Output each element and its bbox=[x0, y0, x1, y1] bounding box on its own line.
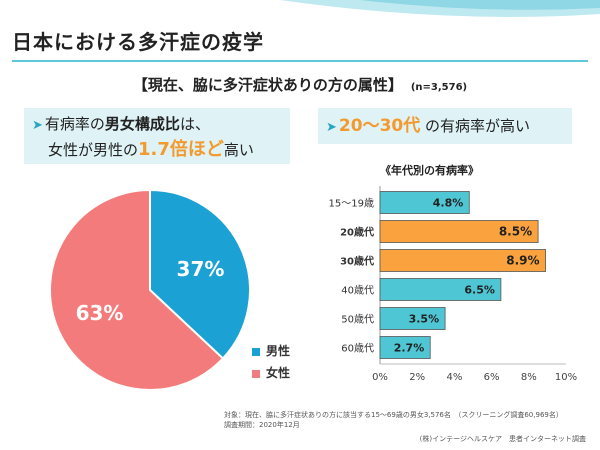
callout-right-highlight: 20～30代 bbox=[338, 116, 421, 136]
callout-left-highlight: 1.7倍ほど bbox=[138, 139, 224, 160]
legend-item-female: 女性 bbox=[252, 362, 290, 384]
age-bar-chart: 4.8% 15～19歳 8.5% 20歳代 8.9% 30歳代 6.5% 40歳代 3.5% 50… bbox=[329, 186, 577, 383]
legend-label-female: 女性 bbox=[266, 366, 291, 380]
bar-value-label-2: 8.9% bbox=[506, 254, 539, 268]
chart-subtitle: 【現在、脇に多汗症状ありの方の属性】 (n=3,576) bbox=[0, 74, 600, 95]
x-tick-label-2: 4% bbox=[446, 372, 462, 383]
age-callout: ➤ 20～30代 の有病率が高い bbox=[318, 108, 572, 144]
bar-value-label-4: 3.5% bbox=[409, 313, 440, 326]
bar-value-label-0: 4.8% bbox=[433, 197, 464, 210]
legend-swatch-female bbox=[252, 369, 260, 378]
callout-left-line1-pre: 有病率の bbox=[44, 115, 105, 133]
callout-left-line1-post: は、 bbox=[179, 115, 210, 133]
bar-category-label-4: 50歳代 bbox=[341, 314, 374, 326]
pie-slice-female bbox=[49, 188, 225, 391]
bar-value-label-5: 2.7% bbox=[394, 342, 425, 355]
bar-4 bbox=[379, 307, 446, 330]
arrow-right-icon: ➤ bbox=[326, 120, 337, 135]
gender-callout: ➤ 有病率の男女構成比は、 女性が男性の1.7倍ほど高い bbox=[24, 108, 290, 164]
bar-1 bbox=[379, 220, 539, 243]
footnote-line2: 調査期間：2020年12月 bbox=[224, 421, 300, 429]
bar-category-label-0: 15～19歳 bbox=[329, 198, 374, 210]
bar-category-label-5: 60歳代 bbox=[341, 343, 374, 355]
callout-right-post: の有病率が高い bbox=[420, 117, 531, 135]
x-tick-label-5: 10% bbox=[555, 372, 577, 383]
legend-item-male: 男性 bbox=[252, 340, 290, 362]
x-tick-label-3: 6% bbox=[484, 372, 500, 383]
bar-chart-title: 《年代別の有病率》 bbox=[380, 164, 479, 177]
header-decoration bbox=[280, 0, 600, 17]
subtitle-text: 【現在、脇に多汗症状ありの方の属性】 bbox=[132, 76, 403, 94]
callout-left-line2-pre: 女性が男性の bbox=[48, 141, 139, 159]
callout-left-line2-post: 高い bbox=[223, 141, 254, 159]
x-tick-label-4: 8% bbox=[521, 372, 537, 383]
x-tick-label-1: 2% bbox=[409, 372, 425, 383]
legend-swatch-male bbox=[252, 347, 260, 356]
pie-slice-male bbox=[149, 188, 251, 360]
arrow-right-icon: ➤ bbox=[32, 118, 43, 133]
bar-category-label-1: 20歳代 bbox=[340, 226, 374, 239]
title-divider bbox=[12, 60, 588, 62]
bar-category-label-2: 30歳代 bbox=[340, 255, 374, 268]
pie-legend: 男性 女性 bbox=[252, 340, 290, 384]
bar-0 bbox=[379, 191, 470, 214]
callout-left-line1-bold: 男女構成比 bbox=[104, 115, 180, 133]
footnote-line1: 対象：現在、脇に多汗症状ありの方に該当する15～69歳の男女3,576名 （スク… bbox=[224, 411, 563, 419]
pie-label-female: 63% bbox=[76, 301, 124, 325]
bar-category-label-3: 40歳代 bbox=[341, 285, 374, 297]
bar-value-label-1: 8.5% bbox=[499, 225, 532, 239]
pie-label-male: 37% bbox=[177, 257, 225, 281]
sample-size: (n=3,576) bbox=[410, 82, 468, 93]
bar-value-label-3: 6.5% bbox=[464, 284, 495, 297]
gender-pie-chart: 37% 63% bbox=[49, 188, 251, 391]
bar-3 bbox=[379, 278, 502, 301]
footnote: 対象：現在、脇に多汗症状ありの方に該当する15～69歳の男女3,576名 （スク… bbox=[224, 410, 563, 430]
bar-2 bbox=[379, 249, 546, 272]
x-tick-label-0: 0% bbox=[372, 372, 388, 383]
source-credit: (株)インテージヘルスケア 患者インターネット調査 bbox=[419, 435, 586, 443]
bar-5 bbox=[379, 336, 431, 359]
page-title: 日本における多汗症の疫学 bbox=[12, 30, 264, 54]
legend-label-male: 男性 bbox=[266, 344, 291, 358]
